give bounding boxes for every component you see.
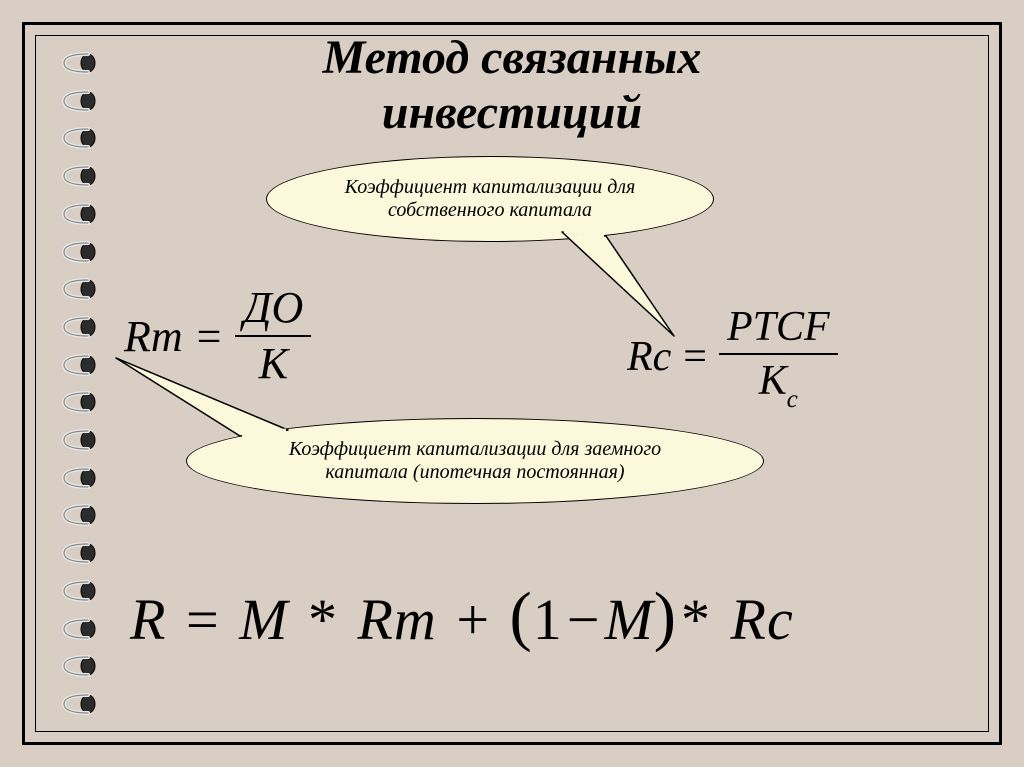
bubble2-line2: капитала (ипотечная постоянная): [325, 461, 624, 483]
spiral-ring: [58, 653, 98, 679]
title-line-1: Метод связанных: [323, 31, 702, 84]
main-M: M: [239, 587, 288, 652]
rc-numerator: PTCF: [719, 304, 838, 350]
main-Rc: Rc: [731, 587, 794, 652]
bubble1-line1: Коэффициент капитализации для: [345, 176, 636, 198]
main-star2: *: [681, 587, 711, 652]
rc-denominator: Кс: [751, 358, 806, 410]
callout-debt-tail: [110, 354, 300, 444]
rm-fraction-bar: [235, 335, 311, 337]
main-eq: =: [186, 587, 220, 652]
main-minus: −: [567, 587, 601, 652]
title-line-2: инвестиций: [382, 86, 642, 139]
main-M2: M: [604, 587, 653, 652]
spiral-ring: [58, 578, 98, 604]
main-plus: +: [456, 587, 490, 652]
formula-main: R = M * Rm + (1−M)* Rc: [130, 580, 794, 656]
spiral-ring: [58, 427, 98, 453]
main-star1: *: [308, 587, 338, 652]
spiral-ring: [58, 201, 98, 227]
rm-numerator: ДО: [235, 284, 311, 332]
spiral-ring: [58, 352, 98, 378]
main-Rm: Rm: [357, 587, 436, 652]
bubble2-line1: Коэффициент капитализации для заемного: [289, 438, 661, 460]
spiral-ring: [58, 616, 98, 642]
rc-fraction-bar: [719, 353, 838, 355]
main-R: R: [130, 587, 166, 652]
main-rparen: ): [654, 580, 677, 653]
callout-equity-tail: [556, 228, 686, 348]
spiral-binding: [58, 50, 98, 717]
bubble1-line2: собственного капитала: [388, 199, 592, 221]
spiral-ring: [58, 502, 98, 528]
spiral-ring: [58, 50, 98, 76]
spiral-ring: [58, 125, 98, 151]
slide-title: Метод связанных инвестиций: [0, 30, 1024, 140]
spiral-ring: [58, 540, 98, 566]
spiral-ring: [58, 691, 98, 717]
spiral-ring: [58, 239, 98, 265]
spiral-ring: [58, 276, 98, 302]
rc-fraction: PTCF Кс: [719, 304, 838, 410]
spiral-ring: [58, 389, 98, 415]
spiral-ring: [58, 88, 98, 114]
spiral-ring: [58, 465, 98, 491]
main-lparen: (: [510, 580, 533, 653]
main-one: 1: [533, 587, 563, 652]
rc-eq: =: [683, 333, 707, 381]
spiral-ring: [58, 314, 98, 340]
spiral-ring: [58, 163, 98, 189]
